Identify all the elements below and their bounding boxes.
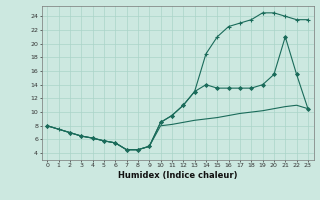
X-axis label: Humidex (Indice chaleur): Humidex (Indice chaleur) [118, 171, 237, 180]
